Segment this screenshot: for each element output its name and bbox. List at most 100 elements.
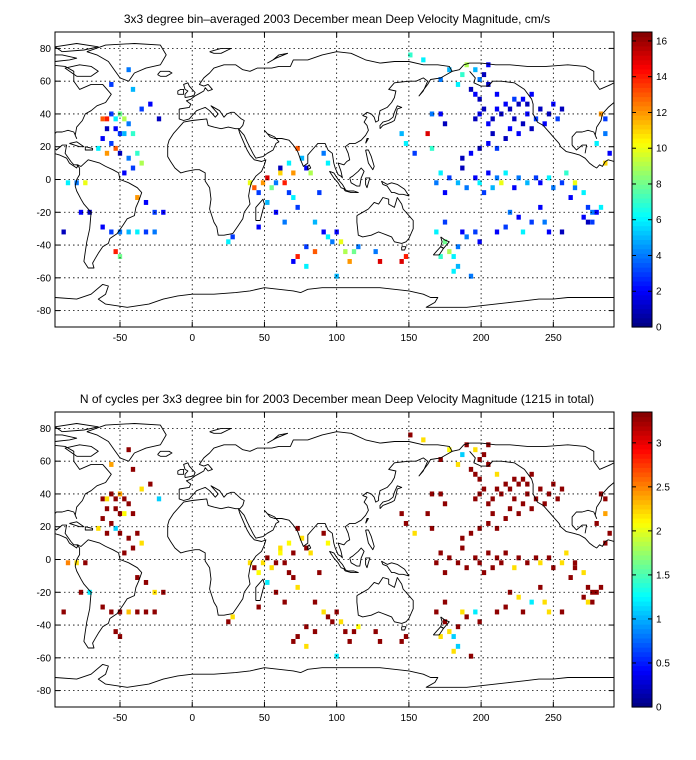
coastline (452, 442, 614, 470)
data-cell (607, 530, 612, 536)
data-cell (126, 535, 131, 541)
colorbar-swatch (632, 147, 652, 153)
data-cell (260, 560, 266, 566)
colorbar-swatch (632, 467, 652, 473)
colorbar-swatch (632, 670, 652, 676)
colorbar-swatch (632, 138, 652, 144)
data-cell (460, 535, 465, 541)
data-cell (529, 506, 534, 512)
colorbar-swatch (632, 211, 652, 217)
data-cell (317, 570, 322, 576)
colorbar-swatch (632, 499, 652, 505)
data-cell (438, 457, 443, 462)
data-cell (87, 589, 92, 595)
data-cell (520, 609, 526, 615)
data-cell (377, 638, 383, 644)
colorbar-swatch (632, 647, 652, 653)
data-cell (256, 570, 261, 576)
data-cell (113, 116, 118, 122)
y-tick-label: -60 (37, 273, 52, 284)
colorbar-swatch (632, 248, 652, 254)
data-cell (538, 180, 543, 186)
data-cell (109, 609, 114, 615)
data-cell (468, 273, 474, 279)
y-tick-label: 20 (40, 142, 52, 153)
data-cell (460, 72, 465, 78)
data-cell (542, 121, 547, 127)
colorbar-swatch (632, 531, 652, 538)
data-cell (356, 244, 361, 250)
data-cell (525, 111, 530, 117)
data-cell (135, 609, 140, 615)
data-cell (247, 560, 253, 566)
coastline (183, 82, 196, 99)
data-cell (347, 258, 352, 264)
data-cell (286, 160, 292, 166)
colorbar-swatch (632, 101, 652, 107)
data-cell (546, 175, 552, 181)
data-cell (516, 131, 521, 137)
data-cell (152, 609, 157, 615)
data-cell (135, 575, 140, 580)
data-cell (100, 496, 105, 502)
data-cell (486, 520, 491, 526)
data-cell (594, 209, 599, 215)
data-cell (269, 565, 274, 571)
coastline (452, 62, 614, 90)
colorbar-tick-label: 2 (656, 287, 662, 298)
data-cell (572, 560, 578, 566)
data-cell (572, 180, 578, 186)
data-cell (334, 229, 339, 235)
data-cell (325, 540, 331, 546)
data-cell (438, 77, 443, 82)
y-tick-label: 40 (40, 109, 52, 120)
coastline (84, 526, 94, 531)
data-cell (429, 145, 435, 151)
data-cell (581, 190, 586, 196)
data-cell (590, 219, 595, 225)
data-cell (126, 155, 131, 161)
colorbar-swatch (632, 674, 652, 680)
data-cell (559, 180, 565, 186)
data-cell (291, 170, 296, 176)
y-tick-label: 80 (40, 44, 52, 55)
data-cell (447, 175, 452, 181)
colorbar-swatch (632, 271, 652, 277)
colorbar-swatch (632, 128, 652, 135)
colorbar-swatch (632, 165, 652, 171)
colorbar-swatch (632, 119, 652, 125)
data-cell (447, 67, 452, 73)
data-cell (590, 209, 595, 215)
colorbar-swatch (632, 591, 652, 597)
colorbar-swatch (632, 683, 652, 690)
colorbar-swatch (632, 299, 652, 305)
data-cell (490, 565, 495, 571)
colorbar-swatch (632, 541, 652, 547)
data-cell (546, 111, 552, 117)
data-cell (429, 111, 435, 117)
data-cell (542, 219, 547, 225)
colorbar-swatch (632, 439, 652, 445)
colorbar-swatch (632, 693, 652, 699)
grid-lines (55, 412, 614, 707)
y-tick-label: 20 (40, 522, 52, 533)
colorbar-tick-label: 14 (656, 72, 668, 83)
colorbar-swatch (632, 41, 652, 47)
data-cell (473, 175, 478, 181)
data-cell (460, 609, 465, 615)
coastline (356, 577, 414, 624)
x-tick-label: 150 (401, 333, 418, 344)
data-cell (104, 496, 110, 502)
colorbar-swatch (632, 462, 652, 468)
data-cell (117, 150, 123, 156)
data-cell (403, 634, 409, 639)
data-cell (442, 619, 448, 625)
colorbar-swatch (632, 416, 652, 422)
data-cell (152, 229, 157, 235)
colorbar-swatch (632, 651, 652, 657)
colorbar-swatch (632, 660, 652, 667)
data-cell (269, 185, 274, 191)
data-cell (499, 560, 504, 566)
data-cell (265, 175, 270, 181)
colorbar-swatch (632, 656, 652, 662)
